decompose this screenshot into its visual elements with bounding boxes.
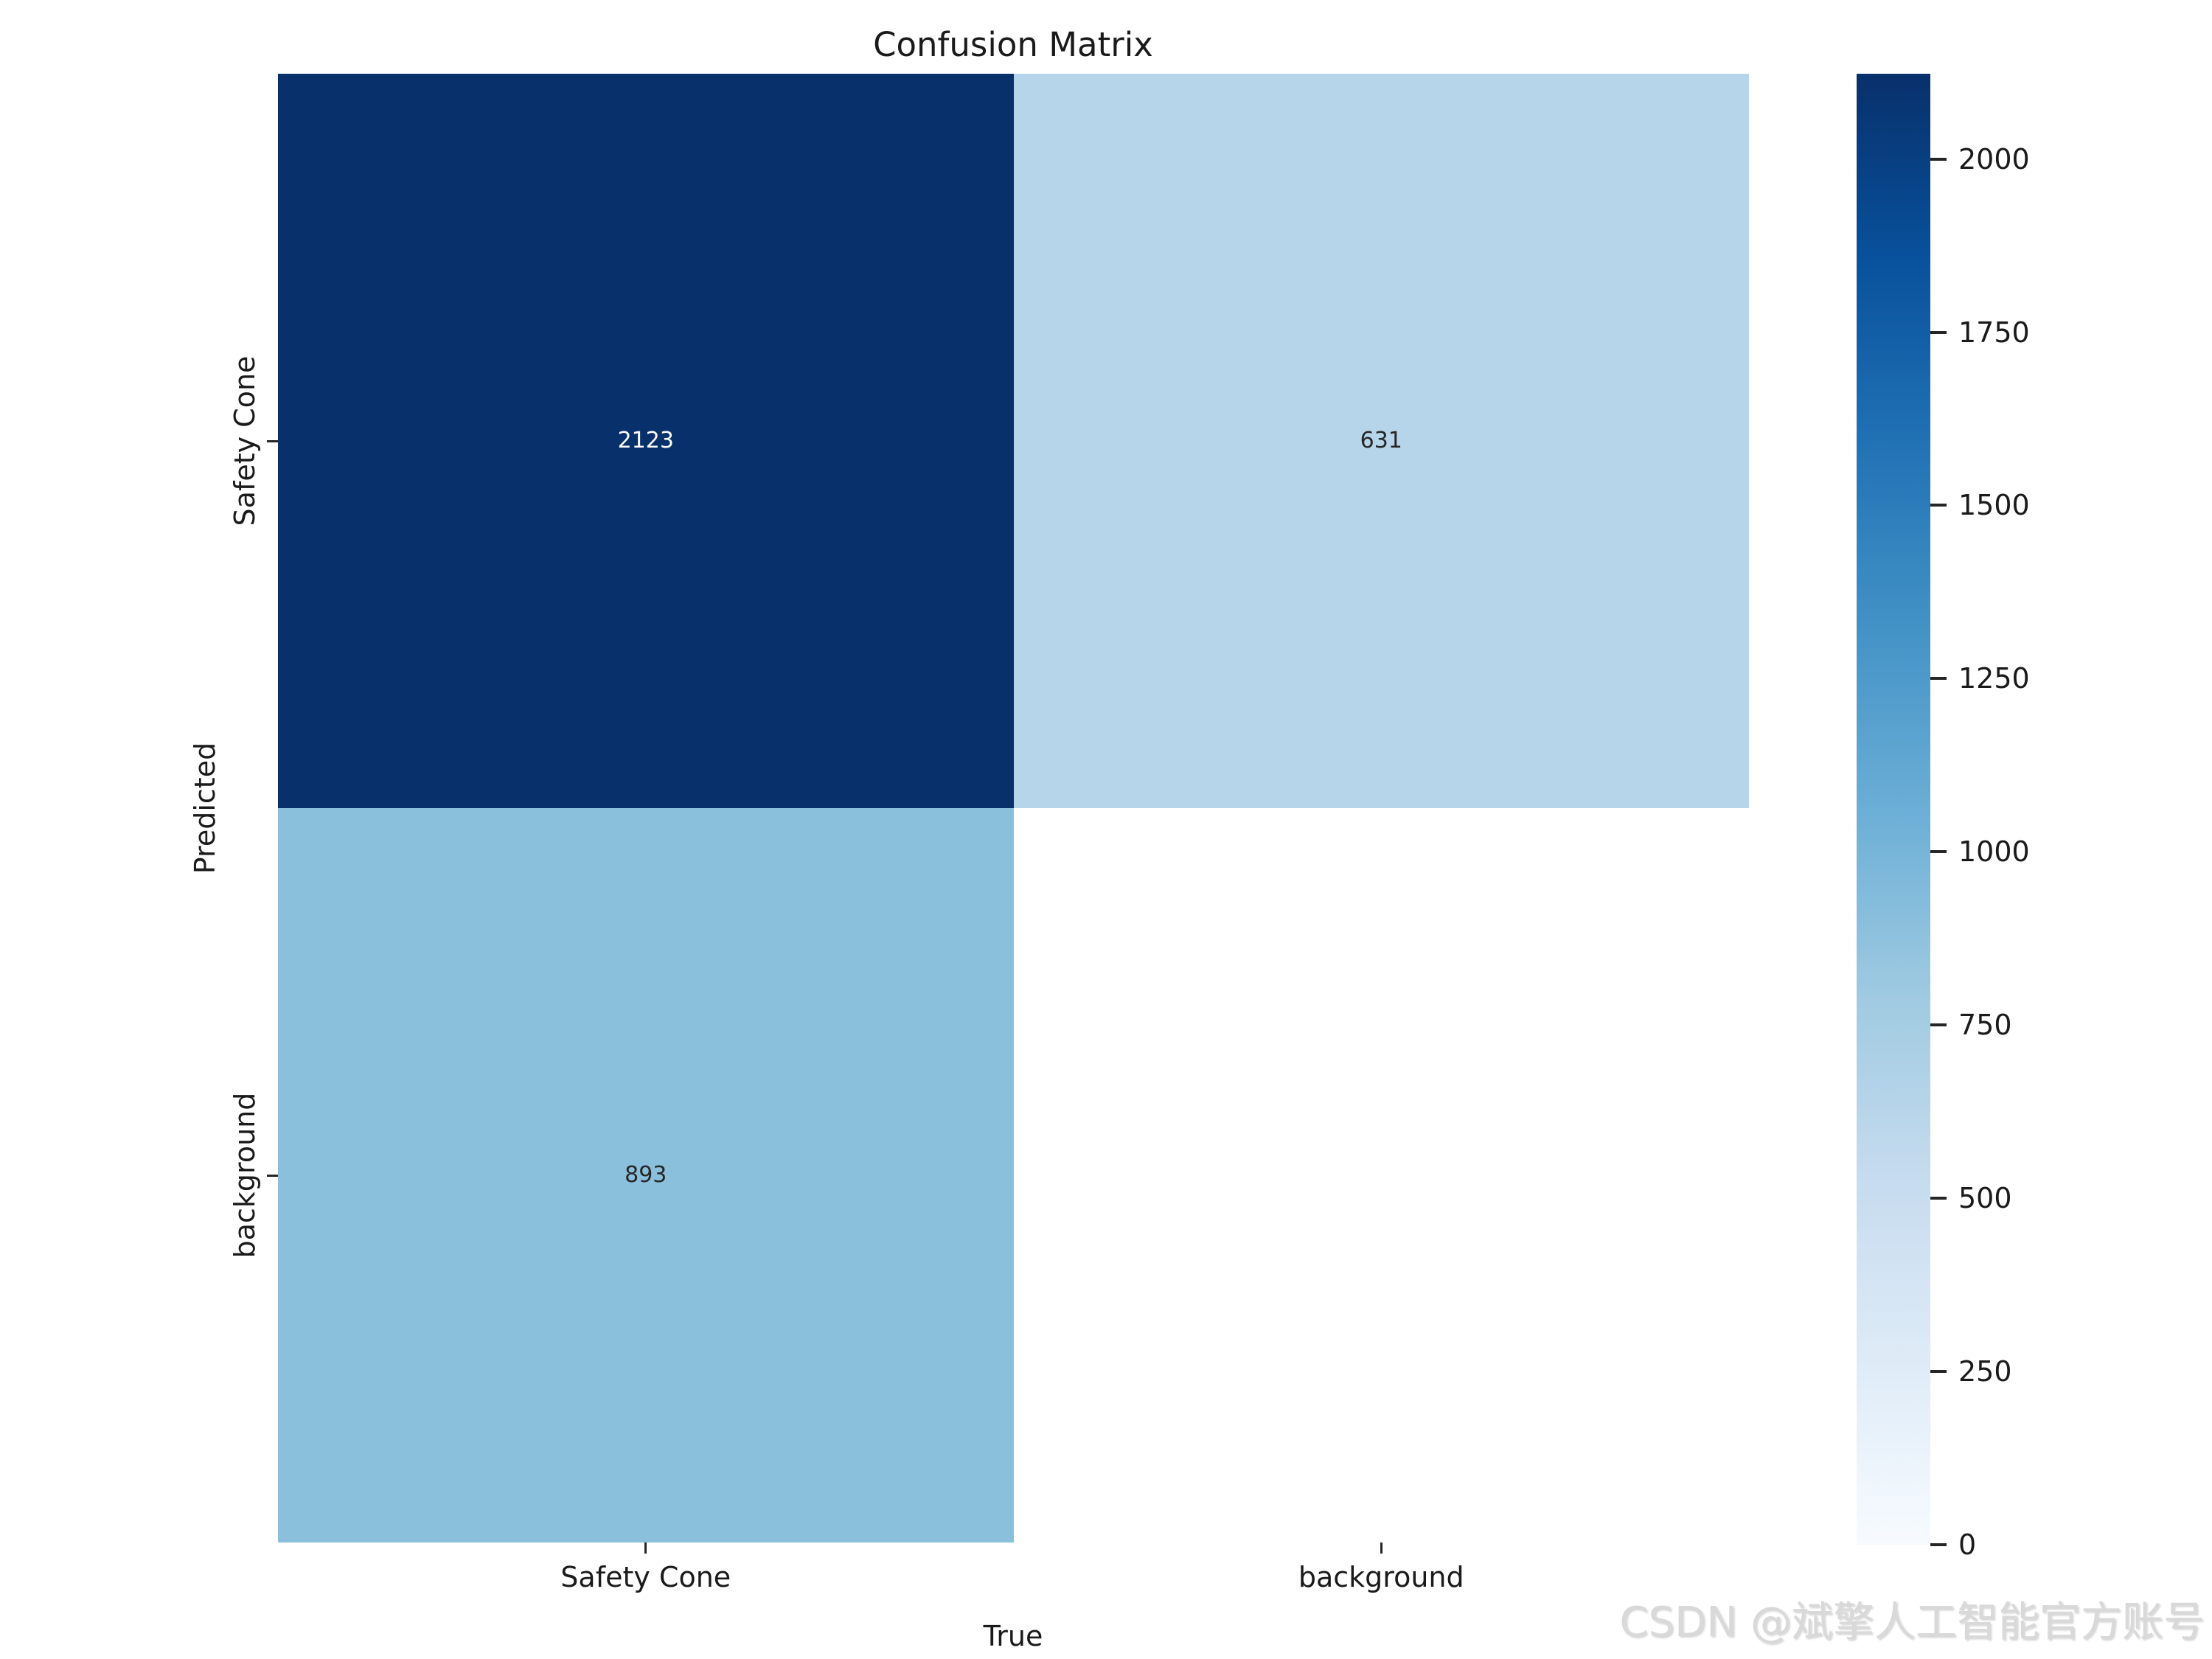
cell-annotation: 2123: [617, 428, 674, 453]
chart-title: Confusion Matrix: [873, 25, 1153, 64]
colorbar-tick-label-1500: 1500: [1958, 489, 2030, 522]
x-tick-label-safety-cone: Safety Cone: [560, 1561, 731, 1593]
cell-annotation: 631: [1360, 428, 1402, 453]
heatmap-cell-background-safety-cone: 893: [278, 808, 1014, 1543]
colorbar-tick-label-750: 750: [1958, 1009, 2012, 1042]
y-tick-mark: [267, 1174, 278, 1177]
colorbar-gradient: [1857, 74, 1930, 1545]
colorbar-tick-label-0: 0: [1958, 1528, 1977, 1561]
y-tick-label-background: background: [229, 1092, 261, 1259]
x-axis-label: True: [983, 1620, 1043, 1652]
colorbar-tick-mark: [1930, 1023, 1947, 1027]
heatmap-cell-safety-cone-background: 631: [1013, 74, 1749, 808]
heatmap-cell-safety-cone-safety-cone: 2123: [278, 74, 1014, 808]
colorbar-tick-mark: [1930, 330, 1947, 334]
colorbar-tick-label-1750: 1750: [1958, 316, 2030, 349]
y-tick-label-safety-cone: Safety Cone: [229, 355, 261, 526]
y-axis-label: Predicted: [189, 742, 221, 874]
x-tick-mark: [644, 1543, 647, 1554]
heatmap-cell-background-background: [1013, 808, 1749, 1543]
x-tick-mark: [1380, 1543, 1382, 1554]
colorbar-tick-label-250: 250: [1958, 1355, 2012, 1388]
colorbar-tick-label-500: 500: [1958, 1182, 2012, 1215]
colorbar-tick-mark: [1930, 677, 1947, 681]
y-tick-mark: [267, 439, 278, 442]
colorbar-tick-mark: [1930, 157, 1947, 161]
colorbar-tick-mark: [1930, 1543, 1947, 1546]
colorbar-tick-mark: [1930, 1197, 1947, 1200]
colorbar-tick-mark: [1930, 1370, 1947, 1374]
heatmap: 2123 631 893: [278, 74, 1749, 1543]
cell-annotation: 893: [625, 1162, 667, 1188]
watermark: CSDN @斌擎人工智能官方账号: [1619, 1599, 2205, 1646]
colorbar-tick-label-1250: 1250: [1958, 662, 2030, 695]
colorbar-tick-mark: [1930, 850, 1947, 854]
colorbar-tick-label-2000: 2000: [1958, 142, 2030, 175]
colorbar-tick-mark: [1930, 504, 1947, 507]
colorbar-tick-label-1000: 1000: [1958, 835, 2030, 869]
x-tick-label-background: background: [1298, 1561, 1464, 1593]
